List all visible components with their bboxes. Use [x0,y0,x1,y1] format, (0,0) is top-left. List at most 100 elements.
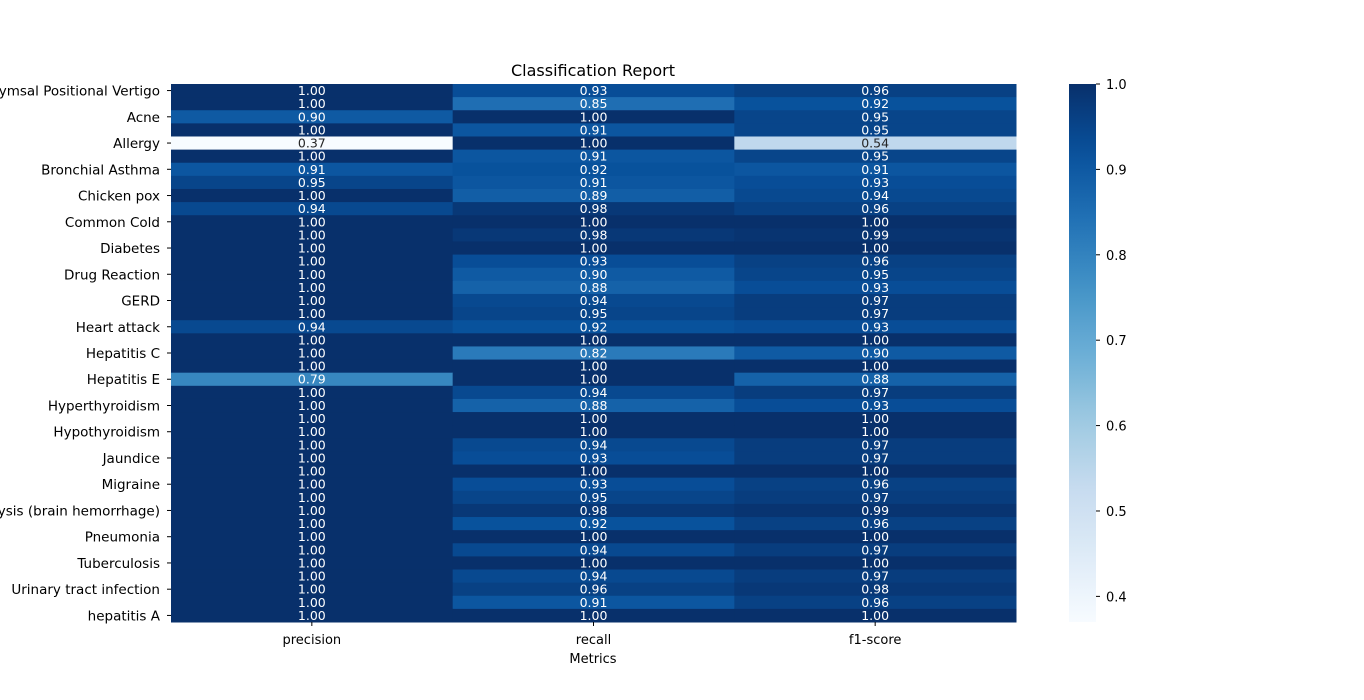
cell-value-label: 0.96 [861,516,889,531]
heatmap-cell [171,280,454,295]
heatmap-cell [734,477,1017,492]
y-tick-label: Paralysis (brain hemorrhage) [0,503,160,519]
colorbar-tick-label: 0.7 [1106,334,1127,349]
cell-value-label: 1.00 [580,372,608,387]
cell-value-label: 0.95 [861,109,889,124]
cell-value-label: 0.94 [861,188,889,203]
cell-value-label: 0.97 [861,450,889,465]
heatmap-cell [452,530,735,544]
heatmap-cell [734,582,1017,597]
cell-value-label: 0.97 [861,490,889,505]
heatmap-cell [171,202,454,216]
heatmap-cell [452,556,735,571]
heatmap-cell [452,149,735,164]
x-axis-title: Metrics [569,652,616,667]
heatmap-cell [171,464,454,479]
heatmap-cell [171,425,454,439]
cell-value-label: 1.00 [861,411,889,426]
cell-value-label: 0.97 [861,385,889,400]
cell-value-label: 1.00 [580,424,608,439]
cell-value-label: 0.93 [580,83,608,98]
heatmap-cell [734,320,1017,334]
y-tick-label: (vertigo) Paroymsal Positional Vertigo [0,84,160,100]
heatmap-cell [171,228,454,242]
heatmap-cell [171,359,454,374]
colorbar-tick-label: 0.5 [1106,505,1127,520]
heatmap-cell [734,333,1017,347]
heatmap-cell [734,110,1017,124]
cell-value-label: 1.00 [580,214,608,229]
heatmap-cell [171,149,454,164]
heatmap-cell [734,556,1017,571]
heatmap-cell [171,97,454,111]
cell-value-label: 0.95 [861,149,889,164]
cell-value-label: 1.00 [298,267,326,282]
cell-value-label: 1.00 [298,437,326,452]
cell-value-label: 1.00 [298,227,326,242]
heatmap-cell [171,267,454,282]
cell-value-label: 0.98 [580,503,608,518]
y-tick-label: Urinary tract infection [11,582,160,598]
cell-value-label: 1.00 [861,332,889,347]
cell-value-label: 1.00 [580,136,608,151]
heatmap-cell [452,451,735,466]
cell-value-label: 0.91 [861,162,889,177]
heatmap-cell [171,293,454,308]
heatmap-cell [452,595,735,610]
cell-value-label: 0.96 [580,582,608,597]
cell-value-label: 1.00 [298,608,326,623]
cell-value-label: 0.93 [580,254,608,269]
cell-value-label: 1.00 [298,595,326,610]
heatmap-cell [734,202,1017,216]
cell-value-label: 1.00 [298,569,326,584]
cell-value-label: 1.00 [298,149,326,164]
heatmap-cell [171,438,454,452]
heatmap-cell [734,490,1017,505]
y-tick-label: Common Cold [65,215,160,231]
cell-value-label: 0.96 [861,83,889,98]
cell-value-label: 0.37 [298,136,326,151]
colorbar-tick-label: 0.8 [1106,249,1127,264]
heatmap-cell [452,582,735,597]
y-tick-label: Hepatitis C [86,346,160,362]
cell-value-label: 1.00 [580,608,608,623]
cell-value-label: 1.00 [580,411,608,426]
y-tick-label: Chicken pox [78,189,160,205]
heatmap-cell [734,543,1017,557]
heatmap-cell [452,543,735,557]
x-tick-label: recall [576,633,611,648]
cell-value-label: 1.00 [580,241,608,256]
colorbar: 0.4 0.5 0.6 0.7 0.8 0.9 1.0 [1069,78,1127,622]
heatmap-cell [171,517,454,531]
cell-value-label: 0.95 [580,490,608,505]
cell-value-label: 0.97 [861,293,889,308]
cell-value-label: 1.00 [298,582,326,597]
cell-value-label: 1.00 [861,214,889,229]
heatmap-cell [734,228,1017,242]
heatmap-cell [452,385,735,400]
cell-value-label: 0.85 [580,96,608,111]
heatmap-cell [734,412,1017,426]
cell-value-label: 0.96 [861,477,889,492]
cell-value-label: 1.00 [298,385,326,400]
cell-value-label: 1.00 [298,398,326,413]
cell-value-label: 0.94 [580,542,608,557]
cell-value-label: 1.00 [861,608,889,623]
heatmap-cell [452,215,735,229]
heatmap-cell [452,425,735,439]
cell-value-label: 0.95 [298,175,326,190]
cell-value-label: 0.96 [861,595,889,610]
y-tick-label: Heart attack [76,320,160,336]
heatmap-cell [452,267,735,282]
cell-value-label: 0.98 [580,201,608,216]
heatmap-cell [452,398,735,413]
heatmap-cell [171,372,454,387]
heatmap-cell [452,359,735,374]
heatmap-cell [734,293,1017,308]
cell-value-label: 0.98 [861,582,889,597]
cell-value-label: 1.00 [861,529,889,544]
heatmap-cell [452,608,735,623]
cell-value-label: 0.89 [580,188,608,203]
cell-value-label: 1.00 [298,424,326,439]
